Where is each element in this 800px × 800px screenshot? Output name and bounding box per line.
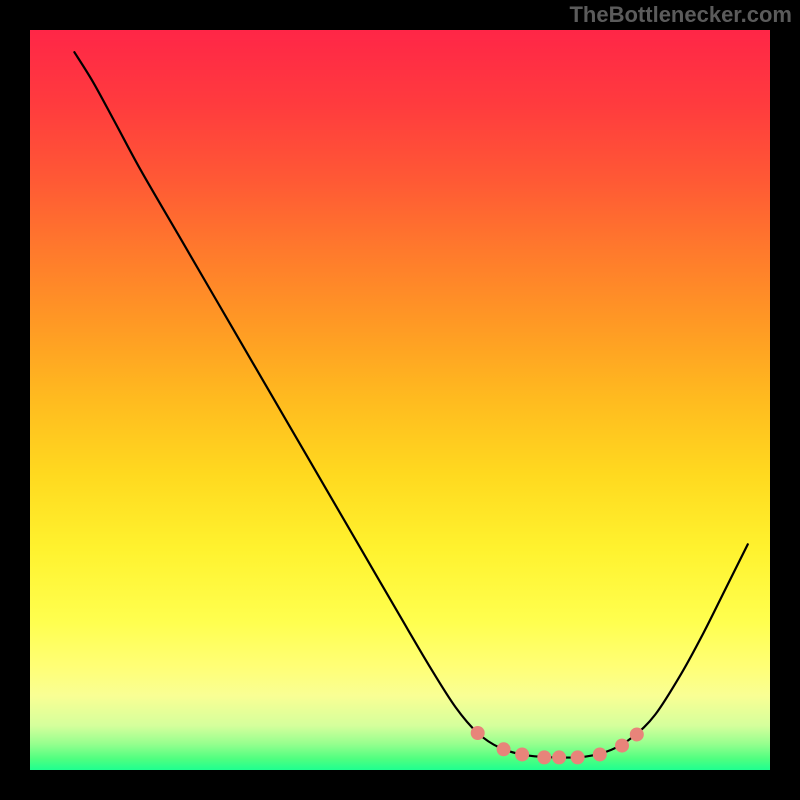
optimal-dot (593, 747, 607, 761)
bottleneck-chart: TheBottlenecker.com (0, 0, 800, 800)
optimal-dot (497, 742, 511, 756)
watermark-label: TheBottlenecker.com (569, 2, 792, 27)
optimal-dot (571, 750, 585, 764)
optimal-dot (515, 747, 529, 761)
optimal-dot (537, 750, 551, 764)
optimal-dot (630, 727, 644, 741)
optimal-dot (471, 726, 485, 740)
chart-svg: TheBottlenecker.com (0, 0, 800, 800)
optimal-dot (615, 739, 629, 753)
optimal-dot (552, 750, 566, 764)
chart-plot-background (30, 30, 770, 770)
